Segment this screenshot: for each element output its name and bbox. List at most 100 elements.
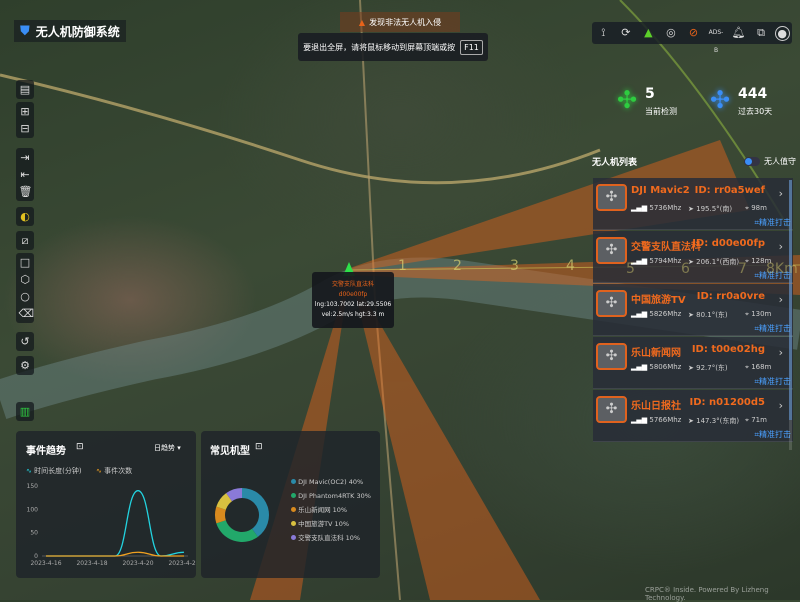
- moon-icon[interactable]: ◐: [19, 210, 32, 223]
- signal-icon: ▂▄▆: [631, 363, 647, 371]
- frequency: ▂▄▆ 5806Mhz: [631, 363, 681, 371]
- legend-item[interactable]: 中国旅游TV 10%: [291, 517, 371, 531]
- legend-item[interactable]: DJI Mavic(OC2) 40%: [291, 475, 371, 489]
- drone-green-icon: ✣: [617, 86, 637, 114]
- chevron-right-icon[interactable]: ›: [779, 240, 783, 253]
- strike-label: 精准打击: [759, 377, 791, 386]
- precision-strike-button[interactable]: ⌗精准打击: [754, 429, 791, 440]
- drone-list-item[interactable]: ✣ 乐山新闻网 ID: t00e02hg › ▂▄▆ 5806Mhz ➤ 92.…: [593, 337, 793, 389]
- layers-icon[interactable]: ▤: [19, 83, 32, 96]
- precision-strike-button[interactable]: ⌗精准打击: [754, 376, 791, 387]
- x-tick-label: 2023-4-20: [122, 560, 153, 567]
- strike-label: 精准打击: [759, 430, 791, 439]
- legend-item[interactable]: DJI Phantom4RTK 30%: [291, 489, 371, 503]
- user-icon[interactable]: ●: [775, 26, 790, 41]
- drone-list-item[interactable]: ✣ DJI Mavic2 ID: rr0a5wef › ▂▄▆ 5736Mhz …: [593, 178, 793, 230]
- map-icon[interactable]: ▲: [639, 24, 657, 42]
- f11-key: F11: [460, 40, 483, 55]
- drone-thumbnail: ✣: [596, 343, 627, 370]
- current-count: 5: [645, 86, 655, 102]
- bearing-value: 80.1°(东): [696, 311, 728, 319]
- import-icon[interactable]: ⇥: [19, 151, 32, 164]
- export-icon[interactable]: ⇤: [19, 168, 32, 181]
- precision-strike-button[interactable]: ⌗精准打击: [754, 323, 791, 334]
- zoom-toolbar: ⊞⊟: [16, 102, 34, 138]
- rectangle-icon[interactable]: □: [19, 256, 32, 269]
- list-scrollbar[interactable]: [789, 180, 792, 450]
- drone-id: ID: rr0a5wef: [695, 185, 765, 196]
- types-panel: 常见机型 ⊡ DJI Mavic(OC2) 40% DJI Phantom4RT…: [201, 431, 380, 578]
- drone-list-item[interactable]: ✣ 乐山日报社 ID: n01200d5 › ▂▄▆ 5766Mhz ➤ 147…: [593, 390, 793, 442]
- drone-name: 交警支队直法科: [631, 238, 701, 253]
- legend-label: 乐山新闻网 10%: [298, 506, 347, 514]
- y-tick-label: 100: [27, 506, 39, 513]
- drone-name: 中国旅游TV: [631, 291, 686, 306]
- chevron-right-icon[interactable]: ›: [779, 293, 783, 306]
- bearing: ➤ 195.5°(南): [688, 204, 732, 214]
- adsb-icon[interactable]: ADS-B: [707, 24, 725, 42]
- trash-icon[interactable]: 🗑: [19, 185, 32, 198]
- stats-icon[interactable]: ▥: [19, 405, 32, 418]
- drone-list-item[interactable]: ✣ 交警支队直法科 ID: d00e00fp › ▂▄▆ 5794Mhz ➤ 2…: [593, 231, 793, 283]
- unattended-label: 无人值守: [764, 156, 796, 167]
- precision-strike-button[interactable]: ⌗精准打击: [754, 217, 791, 228]
- hint-text: 要退出全屏，请将鼠标移动到屏幕顶端或按: [303, 42, 455, 53]
- frequency-value: 5736Mhz: [649, 204, 681, 212]
- direction-icon: ➤: [688, 364, 694, 372]
- donut-slice[interactable]: [242, 488, 269, 537]
- chevron-right-icon[interactable]: ›: [779, 399, 783, 412]
- mute-icon[interactable]: ⊘: [684, 24, 702, 42]
- history-icon[interactable]: ↺: [19, 335, 32, 348]
- drone-name: DJI Mavic2: [631, 185, 690, 196]
- legend-dot: [291, 493, 296, 498]
- scrollbar-thumb[interactable]: [789, 180, 792, 420]
- frequency-value: 5806Mhz: [649, 363, 681, 371]
- bearing-value: 206.1°(西南): [696, 258, 739, 266]
- drone-id: ID: d00e00fp: [692, 238, 765, 249]
- distance-value: 168m: [751, 363, 771, 371]
- route-icon[interactable]: ⟟: [594, 24, 612, 42]
- chevron-right-icon[interactable]: ›: [779, 346, 783, 359]
- range-2: 2: [453, 258, 462, 274]
- polygon-icon[interactable]: ⬡: [19, 273, 32, 286]
- drone-list-item[interactable]: ✣ 中国旅游TV ID: rr0a0vre › ▂▄▆ 5826Mhz ➤ 80…: [593, 284, 793, 336]
- drone-thumbnail: ✣: [596, 184, 627, 211]
- theme-toolbar: ◐: [16, 207, 34, 226]
- distance: ⌖ 130m: [745, 310, 771, 319]
- distance: ⌖ 98m: [745, 204, 767, 213]
- translate-icon[interactable]: ⧉: [752, 24, 770, 42]
- zoom-out-icon[interactable]: ⊟: [19, 122, 32, 135]
- signal-icon: ▂▄▆: [631, 257, 647, 265]
- intrusion-alert: ▲ 发现非法无人机入侵: [340, 12, 460, 32]
- circle-icon[interactable]: ○: [19, 290, 32, 303]
- bearing: ➤ 92.7°(东): [688, 363, 728, 373]
- legend-item[interactable]: 交警支队直法科 10%: [291, 531, 371, 545]
- ruler-icon[interactable]: ⧄: [19, 234, 32, 247]
- precision-strike-button[interactable]: ⌗精准打击: [754, 270, 791, 281]
- series-line-0: [46, 491, 184, 556]
- drone-thumbnail: ✣: [596, 396, 627, 423]
- legend-item[interactable]: 乐山新闻网 10%: [291, 503, 371, 517]
- strike-label: 精准打击: [759, 271, 791, 280]
- radar-icon[interactable]: ◎: [662, 24, 680, 42]
- frequency-value: 5766Mhz: [649, 416, 681, 424]
- refresh-icon[interactable]: ⟳: [617, 24, 635, 42]
- strike-label: 精准打击: [759, 218, 791, 227]
- direction-icon: ➤: [688, 311, 694, 319]
- unattended-toggle[interactable]: [744, 157, 760, 166]
- zoom-in-icon[interactable]: ⊞: [19, 105, 32, 118]
- target-name: 交警支队直法科: [312, 280, 394, 290]
- signal-icon: ▂▄▆: [631, 204, 647, 212]
- distance: ⌖ 71m: [745, 416, 767, 425]
- eraser-icon[interactable]: ⌫: [19, 307, 32, 320]
- legend-label: DJI Mavic(OC2) 40%: [298, 478, 363, 486]
- target-popup: 交警支队直法科 d00e00fp lng:103.7002 lat:29.550…: [312, 272, 394, 328]
- target-speed: vel:2.5m/s hgt:3.3 m: [312, 310, 394, 320]
- bell-icon[interactable]: 🔔︎: [730, 24, 748, 42]
- settings-icon[interactable]: ⚙: [19, 359, 32, 372]
- donut-slice[interactable]: [216, 520, 258, 542]
- past-count: 444: [738, 86, 767, 102]
- chevron-right-icon[interactable]: ›: [779, 187, 783, 200]
- app-title: 无人机防御系统: [36, 23, 120, 40]
